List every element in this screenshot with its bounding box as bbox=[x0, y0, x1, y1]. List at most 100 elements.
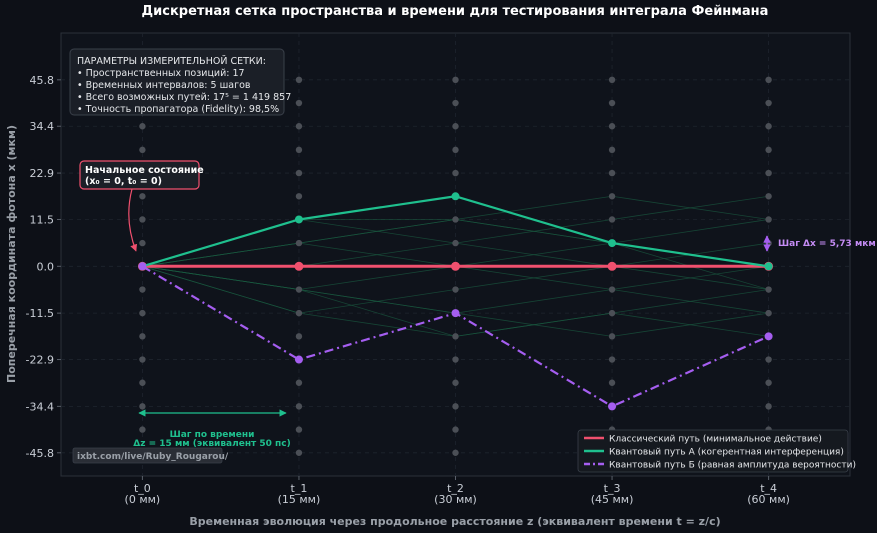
lattice-node bbox=[139, 403, 146, 410]
y-tick-label: -22.9 bbox=[26, 354, 54, 367]
lattice-node bbox=[452, 76, 459, 84]
series-layer bbox=[137, 192, 774, 411]
y-tick-label: 45.8 bbox=[30, 74, 55, 87]
lattice-node bbox=[295, 123, 303, 130]
lattice-node bbox=[139, 333, 146, 340]
lattice-node bbox=[452, 379, 459, 386]
lattice-node bbox=[295, 146, 303, 154]
lattice-node bbox=[139, 239, 146, 247]
x-tick-sublabel: (0 мм) bbox=[125, 493, 161, 506]
series-point bbox=[294, 261, 304, 271]
dt-annotation: Шаг по времени Δz = 15 мм (эквивалент 50… bbox=[133, 409, 291, 449]
y-tick-labels: 45.8 34.4 22.9 11.5 0.0 -11.5 -22.9 -34.4 -45.8 bbox=[26, 74, 61, 460]
y-tick-label: -11.5 bbox=[26, 307, 54, 320]
initial-state-annotation: Начальное состояние (x₀ = 0, t₀ = 0) bbox=[79, 160, 204, 252]
x-tick-sublabel: (60 мм) bbox=[747, 493, 790, 506]
lattice-node bbox=[765, 286, 772, 293]
lattice-node bbox=[295, 379, 303, 386]
dx-annotation: Шаг Δx = 5,73 мкм bbox=[763, 235, 876, 252]
x-tick-label: t_1 bbox=[291, 482, 308, 495]
lattice-node bbox=[765, 99, 772, 107]
initial-state-line1: Начальное состояние bbox=[85, 165, 204, 176]
lattice-node bbox=[139, 356, 146, 363]
dt-label-1: Шаг по времени bbox=[170, 430, 255, 440]
lattice-node bbox=[295, 309, 303, 317]
lattice-node bbox=[139, 216, 146, 223]
x-tick-sublabel: (45 мм) bbox=[591, 493, 634, 506]
lattice-node bbox=[765, 379, 772, 386]
info-line-1: • Пространственных позиций: 17 bbox=[77, 68, 245, 79]
lattice-node bbox=[608, 146, 616, 154]
lattice-node bbox=[765, 356, 772, 363]
series-point bbox=[294, 215, 303, 224]
lattice-node bbox=[452, 123, 459, 130]
lattice-node bbox=[452, 99, 459, 107]
lattice-node bbox=[139, 426, 146, 433]
info-line-2: • Временных интервалов: 5 шагов bbox=[77, 80, 251, 91]
chart-title: Дискретная сетка пространства и времени … bbox=[142, 4, 769, 19]
lattice-node bbox=[765, 123, 772, 130]
initial-state-arrow bbox=[128, 188, 138, 252]
lattice-node bbox=[608, 169, 616, 177]
legend: Классический путь (минимальное действие)… bbox=[577, 429, 856, 473]
lattice-node bbox=[765, 193, 772, 200]
lattice-node bbox=[452, 426, 459, 433]
watermark: ixbt.com/live/Ruby_Rougarou/ bbox=[72, 447, 229, 464]
lattice-node bbox=[608, 216, 616, 223]
series-point bbox=[451, 261, 460, 271]
x-tick-label: t_2 bbox=[447, 482, 464, 495]
lattice-node bbox=[295, 286, 303, 293]
watermark-text: ixbt.com/live/Ruby_Rougarou/ bbox=[77, 452, 229, 462]
y-tick-label: -34.4 bbox=[26, 400, 54, 413]
info-line-4: • Точность пропагатора (Fidelity): 98,5% bbox=[77, 104, 279, 115]
y-tick-label: 34.4 bbox=[30, 120, 55, 133]
legend-label: Классический путь (минимальное действие) bbox=[609, 435, 822, 445]
y-tick-label: -45.8 bbox=[26, 447, 54, 460]
lattice-node bbox=[452, 403, 459, 410]
lattice-node bbox=[452, 286, 459, 293]
lattice-node bbox=[765, 76, 772, 84]
lattice-node bbox=[608, 286, 616, 293]
initial-state-line2: (x₀ = 0, t₀ = 0) bbox=[85, 176, 162, 187]
x-tick-label: t_4 bbox=[760, 482, 777, 495]
y-tick-label: 0.0 bbox=[37, 260, 55, 273]
lattice-node bbox=[452, 356, 459, 363]
series-point bbox=[451, 192, 460, 201]
lattice-node bbox=[765, 169, 772, 177]
series-point bbox=[607, 261, 617, 271]
lattice-node bbox=[295, 426, 303, 433]
y-axis-label: Поперечная координата фотона x (мкм) bbox=[5, 125, 18, 383]
legend-label: Квантовый путь Б (равная амплитуда вероя… bbox=[609, 461, 856, 471]
lattice-node bbox=[295, 169, 303, 177]
lattice-node bbox=[608, 123, 616, 130]
lattice-node bbox=[452, 449, 459, 456]
lattice-node bbox=[139, 146, 146, 154]
series-point bbox=[608, 239, 617, 248]
lattice-node bbox=[295, 403, 303, 410]
lattice-node bbox=[765, 403, 772, 410]
dx-label: Шаг Δx = 5,73 мкм bbox=[778, 239, 876, 249]
lattice-node bbox=[295, 76, 303, 84]
x-tick-label: t_3 bbox=[604, 482, 621, 495]
series-point bbox=[138, 262, 147, 271]
lattice-node bbox=[765, 216, 772, 223]
info-line-0: ПАРАМЕТРЫ ИЗМЕРИТЕЛЬНОЙ СЕТКИ: bbox=[77, 55, 266, 67]
x-axis-label: Временная эволюция через продольное расс… bbox=[189, 515, 720, 528]
lattice-node bbox=[139, 309, 146, 317]
lattice-node bbox=[452, 216, 459, 223]
lattice-node bbox=[608, 333, 616, 340]
lattice-node bbox=[139, 286, 146, 293]
x-tick-labels: t_0(0 мм) t_1(15 мм) t_2(30 мм) t_3(45 мм) t… bbox=[125, 476, 790, 506]
lattice-node bbox=[608, 379, 616, 386]
x-tick-sublabel: (15 мм) bbox=[278, 493, 321, 506]
series-point bbox=[451, 309, 460, 318]
info-line-3: • Всего возможных путей: 17⁵ = 1 419 857 bbox=[77, 92, 291, 103]
lattice-node bbox=[139, 123, 146, 130]
x-tick-sublabel: (30 мм) bbox=[434, 493, 477, 506]
info-box: ПАРАМЕТРЫ ИЗМЕРИТЕЛЬНОЙ СЕТКИ: • Простра… bbox=[69, 48, 291, 116]
lattice-node bbox=[608, 309, 616, 317]
lattice-node bbox=[765, 309, 772, 317]
lattice-node bbox=[295, 99, 303, 107]
lattice-node bbox=[452, 239, 459, 247]
